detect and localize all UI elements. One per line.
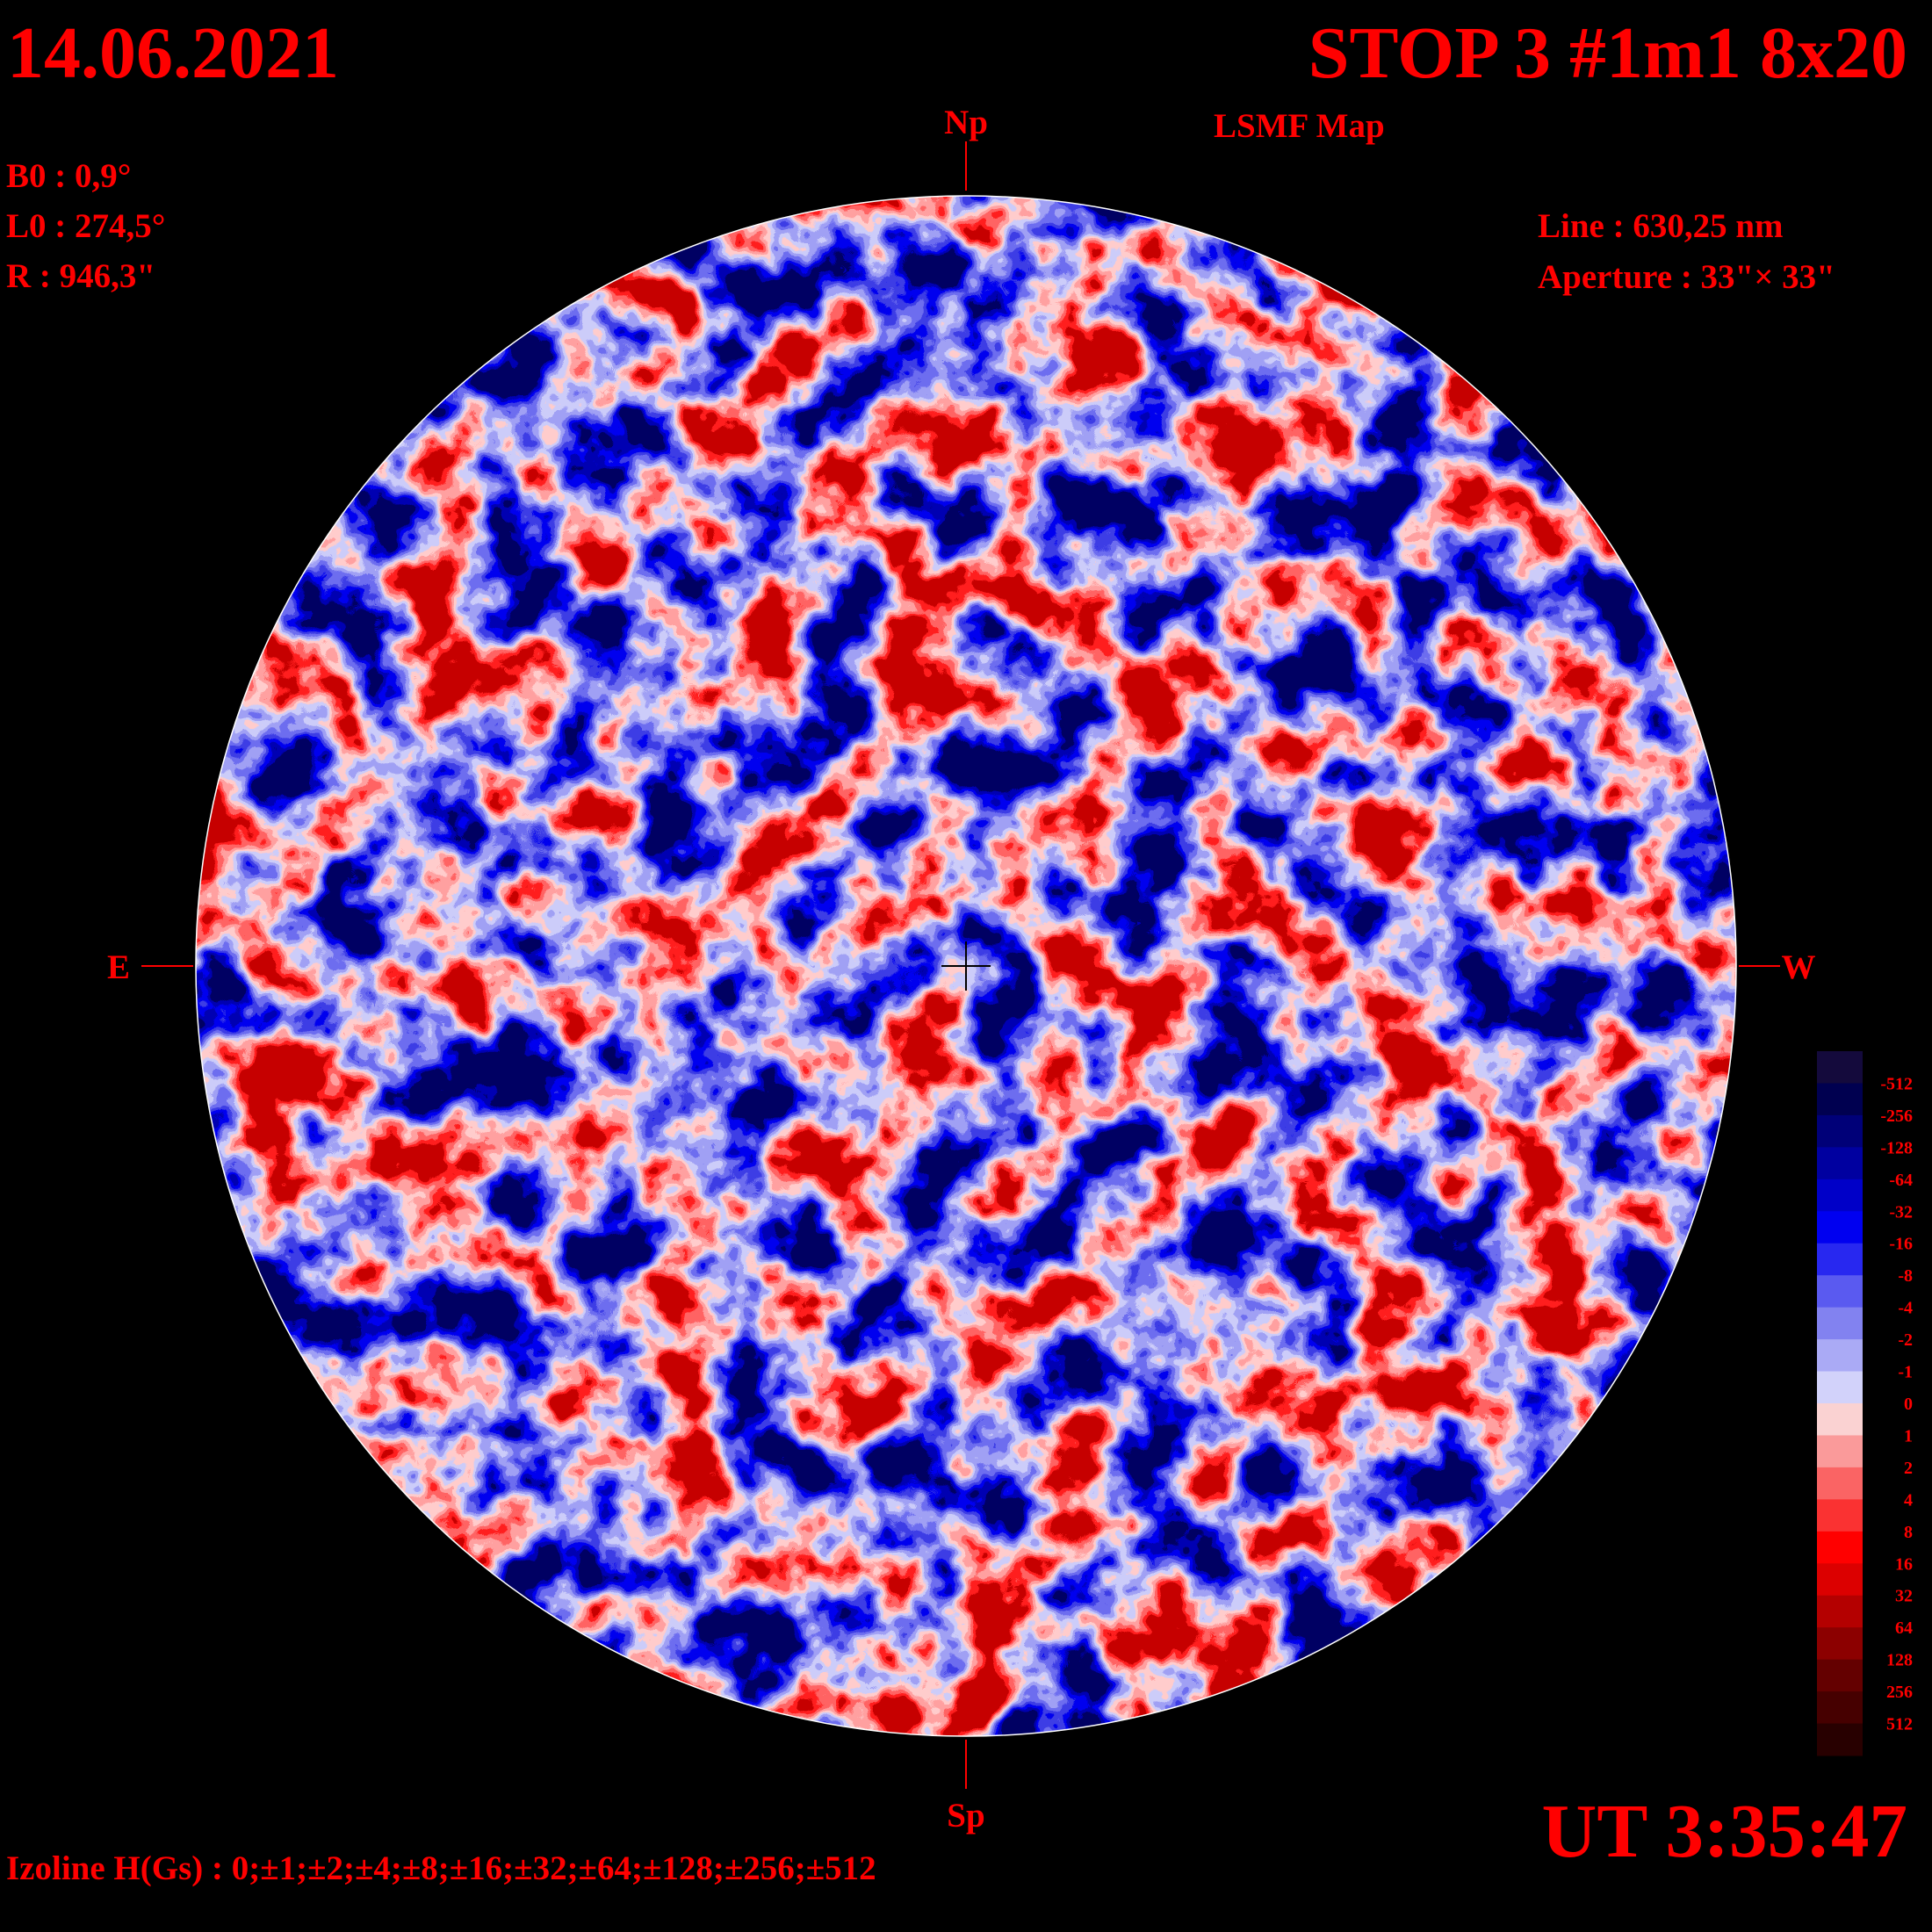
colorbar-label: 256 (1886, 1683, 1913, 1702)
colorbar-segment (1817, 1499, 1863, 1532)
colorbar-label: -16 (1889, 1235, 1913, 1254)
l0: L0 : 274,5° (6, 207, 165, 245)
colorbar-label: -4 (1898, 1299, 1913, 1318)
b0: B0 : 0,9° (6, 157, 131, 195)
colorbar-label: -32 (1889, 1202, 1913, 1222)
colorbar-label: 0 (1904, 1395, 1913, 1414)
center-cross (941, 941, 991, 991)
colorbar-segment (1817, 1371, 1863, 1404)
colorbar-label: -1 (1898, 1363, 1913, 1382)
colorbar-label: -2 (1898, 1330, 1913, 1350)
colorbar-label: 64 (1895, 1618, 1913, 1638)
subtitle: LSMF Map (1214, 107, 1385, 145)
colorbar-segment (1817, 1435, 1863, 1468)
colorbar-label: 128 (1886, 1651, 1913, 1670)
colorbar-segment (1817, 1211, 1863, 1244)
colorbar: -512 -256 -128 -64 -32 -16 -8 -4 -2 -1 0 1 2 4 8 16 32 64… (1817, 1051, 1913, 1756)
colorbar-label: -128 (1880, 1138, 1913, 1157)
colorbar-segment (1817, 1691, 1863, 1725)
title: STOP 3 #1m1 8x20 (1308, 12, 1907, 94)
west-label: W (1782, 948, 1816, 986)
colorbar-label: -256 (1880, 1107, 1913, 1126)
south-label: Sp (947, 1797, 984, 1835)
colorbar-label: 2 (1904, 1459, 1913, 1478)
colorbar-segment (1817, 1467, 1863, 1500)
colorbar-segment (1817, 1275, 1863, 1308)
east-label: E (107, 948, 130, 986)
colorbar-label: 16 (1895, 1554, 1913, 1574)
colorbar-segment (1817, 1723, 1863, 1756)
line: Line : 630,25 nm (1538, 207, 1784, 245)
colorbar-label: 1 (1904, 1426, 1913, 1445)
colorbar-label: -8 (1898, 1266, 1913, 1286)
limb (195, 195, 1737, 1737)
colorbar-label: -64 (1889, 1171, 1913, 1190)
colorbar-segment (1817, 1083, 1863, 1116)
colorbar-segment (1817, 1563, 1863, 1597)
colorbar-segment (1817, 1307, 1863, 1340)
colorbar-label: 512 (1886, 1715, 1913, 1734)
colorbar-label: -512 (1880, 1074, 1913, 1093)
colorbar-label: 8 (1904, 1523, 1913, 1542)
izolines: Izoline H(Gs) : 0;±1;±2;±4;±8;±16;±32;±6… (6, 1849, 876, 1887)
colorbar-segment (1817, 1147, 1863, 1180)
time: UT 3:35:47 (1542, 1788, 1907, 1873)
colorbar-segment (1817, 1114, 1863, 1148)
colorbar-segment (1817, 1627, 1863, 1661)
colorbar-label: 4 (1904, 1490, 1913, 1510)
colorbar-segment (1817, 1659, 1863, 1692)
date: 14.06.2021 (7, 12, 339, 94)
colorbar-segment (1817, 1051, 1863, 1084)
colorbar-label: 32 (1895, 1587, 1913, 1606)
north-label: Np (944, 104, 988, 141)
colorbar-segment (1817, 1595, 1863, 1628)
aperture: Aperture : 33"× 33" (1538, 258, 1835, 296)
colorbar-segment (1817, 1531, 1863, 1564)
colorbar-segment (1817, 1403, 1863, 1436)
radius: R : 946,3" (6, 257, 155, 295)
colorbar-segment (1817, 1179, 1863, 1212)
colorbar-segment (1817, 1243, 1863, 1276)
colorbar-segment (1817, 1339, 1863, 1373)
